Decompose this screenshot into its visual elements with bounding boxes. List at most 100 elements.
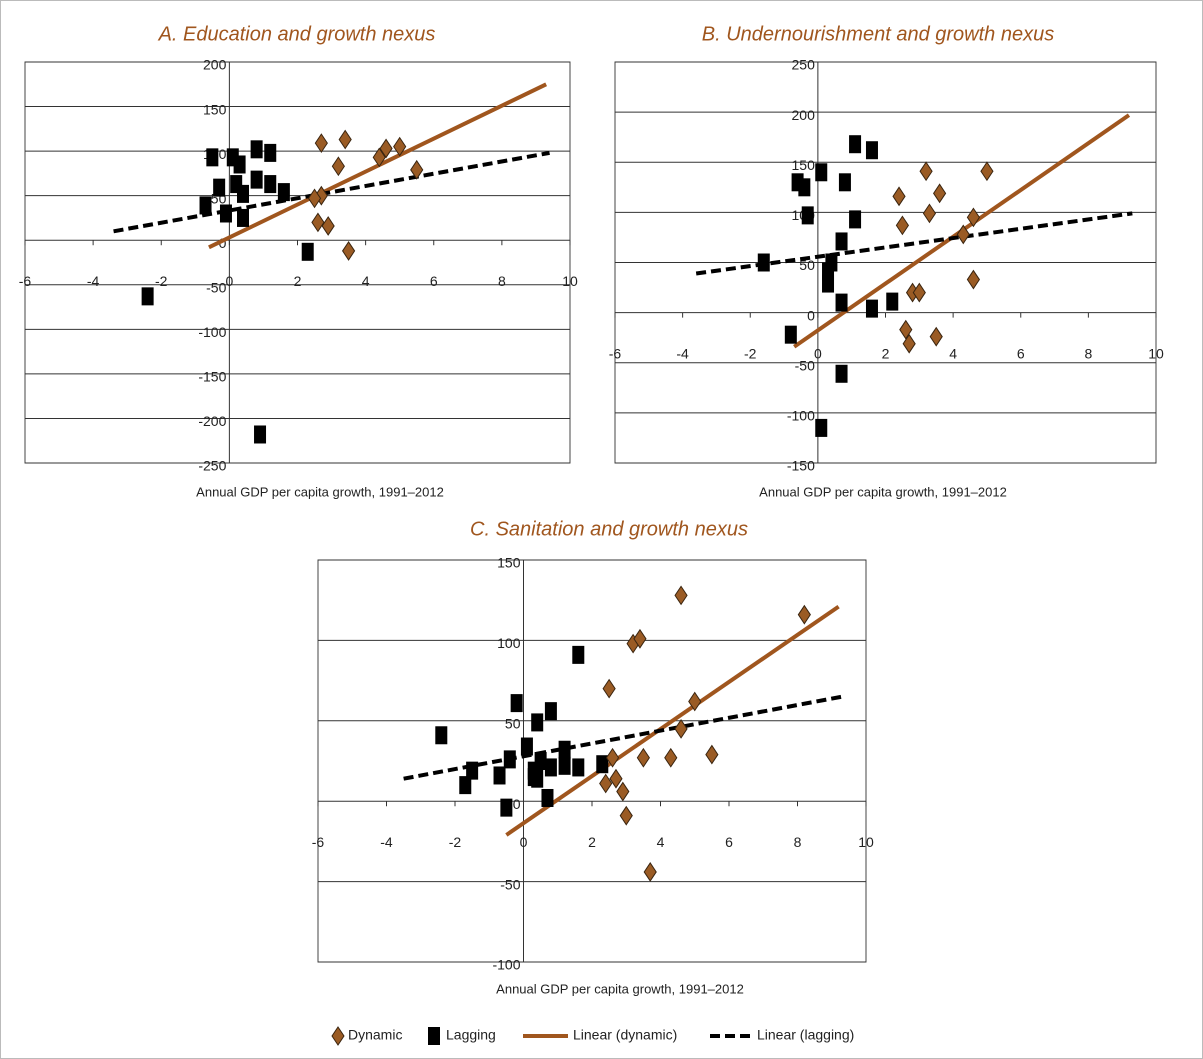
point bbox=[311, 212, 325, 233]
point bbox=[531, 713, 544, 732]
point bbox=[798, 178, 811, 197]
point bbox=[605, 747, 620, 768]
trend-line bbox=[208, 82, 548, 250]
point bbox=[233, 155, 246, 174]
point bbox=[902, 333, 916, 354]
x-tick-label: 10 bbox=[858, 834, 874, 850]
point bbox=[338, 129, 352, 150]
point bbox=[899, 319, 913, 340]
point bbox=[534, 752, 547, 770]
point bbox=[602, 678, 616, 699]
point bbox=[558, 756, 571, 775]
x-tick-label: -6 bbox=[312, 834, 325, 850]
x-axis-label: Annual GDP per capita growth, 1991–2012 bbox=[759, 484, 1007, 499]
legend-label: Dynamic bbox=[348, 1027, 402, 1043]
point bbox=[705, 744, 719, 765]
point bbox=[815, 418, 828, 437]
y-tick-label: 50 bbox=[799, 257, 815, 273]
x-tick-label: 2 bbox=[294, 273, 302, 289]
point bbox=[250, 170, 263, 189]
x-tick-label: 0 bbox=[814, 345, 822, 361]
trend-line bbox=[695, 211, 1133, 276]
point bbox=[264, 175, 277, 194]
legend-label: Linear (dynamic) bbox=[573, 1027, 677, 1043]
x-tick-label: -2 bbox=[155, 273, 168, 289]
legend-swatch bbox=[331, 1026, 345, 1046]
point bbox=[688, 691, 702, 712]
point bbox=[213, 178, 226, 197]
y-tick-label: -50 bbox=[206, 279, 226, 295]
point bbox=[372, 147, 386, 168]
chart-title: C. Sanitation and growth nexus bbox=[470, 518, 748, 540]
point bbox=[919, 161, 933, 182]
point bbox=[510, 694, 523, 713]
point bbox=[643, 862, 657, 882]
y-tick-label: 150 bbox=[497, 555, 521, 571]
point bbox=[633, 628, 647, 649]
x-tick-label: 4 bbox=[362, 273, 370, 289]
point bbox=[250, 140, 263, 159]
point bbox=[636, 747, 650, 768]
point bbox=[321, 216, 335, 236]
point bbox=[801, 206, 814, 225]
point bbox=[674, 585, 688, 606]
point bbox=[912, 282, 926, 303]
x-tick-label: 8 bbox=[1084, 345, 1092, 361]
y-tick-label: 0 bbox=[807, 307, 815, 323]
point bbox=[459, 776, 472, 795]
y-tick-label: -50 bbox=[500, 876, 520, 892]
x-tick-label: 6 bbox=[1017, 345, 1025, 361]
point bbox=[341, 241, 356, 261]
y-tick-label: 0 bbox=[513, 796, 521, 812]
trend-line bbox=[505, 604, 840, 837]
point bbox=[544, 702, 557, 721]
x-tick-label: 8 bbox=[794, 834, 802, 850]
legend-label: Linear (lagging) bbox=[757, 1027, 854, 1043]
point bbox=[237, 184, 249, 203]
y-tick-label: 150 bbox=[792, 157, 816, 173]
point bbox=[815, 163, 828, 182]
legend-swatch bbox=[428, 1027, 440, 1045]
x-tick-label: 8 bbox=[498, 273, 506, 289]
y-tick-label: 200 bbox=[792, 107, 816, 123]
x-tick-label: -6 bbox=[19, 273, 32, 289]
chart-title: A. Education and growth nexus bbox=[158, 23, 436, 45]
point bbox=[596, 755, 609, 774]
point bbox=[956, 224, 970, 245]
point bbox=[493, 766, 506, 785]
y-tick-label: 50 bbox=[505, 716, 521, 732]
y-tick-label: 100 bbox=[497, 635, 521, 651]
point bbox=[379, 138, 393, 159]
x-tick-label: 0 bbox=[225, 273, 233, 289]
point bbox=[435, 726, 448, 745]
point bbox=[541, 788, 554, 807]
point bbox=[886, 292, 899, 311]
y-tick-label: -100 bbox=[492, 957, 520, 973]
point bbox=[929, 326, 943, 347]
x-tick-label: -4 bbox=[87, 273, 100, 289]
y-tick-label: 150 bbox=[203, 101, 227, 117]
point bbox=[314, 133, 328, 153]
point bbox=[219, 204, 232, 223]
y-tick-label: 250 bbox=[792, 57, 816, 73]
x-tick-label: -4 bbox=[676, 345, 689, 361]
y-tick-label: -250 bbox=[198, 458, 226, 474]
point bbox=[616, 781, 630, 802]
point bbox=[307, 188, 322, 209]
point bbox=[966, 207, 981, 228]
point bbox=[835, 364, 848, 383]
y-tick-label: -150 bbox=[198, 369, 226, 385]
x-tick-label: 0 bbox=[520, 834, 528, 850]
y-tick-label: -100 bbox=[198, 324, 226, 340]
x-tick-label: 6 bbox=[725, 834, 733, 850]
point bbox=[980, 161, 994, 182]
point bbox=[895, 215, 910, 236]
point bbox=[932, 183, 947, 204]
point bbox=[619, 805, 633, 826]
point bbox=[331, 156, 345, 177]
point bbox=[264, 143, 277, 162]
point bbox=[849, 210, 862, 229]
point bbox=[784, 325, 797, 344]
point bbox=[301, 242, 314, 261]
